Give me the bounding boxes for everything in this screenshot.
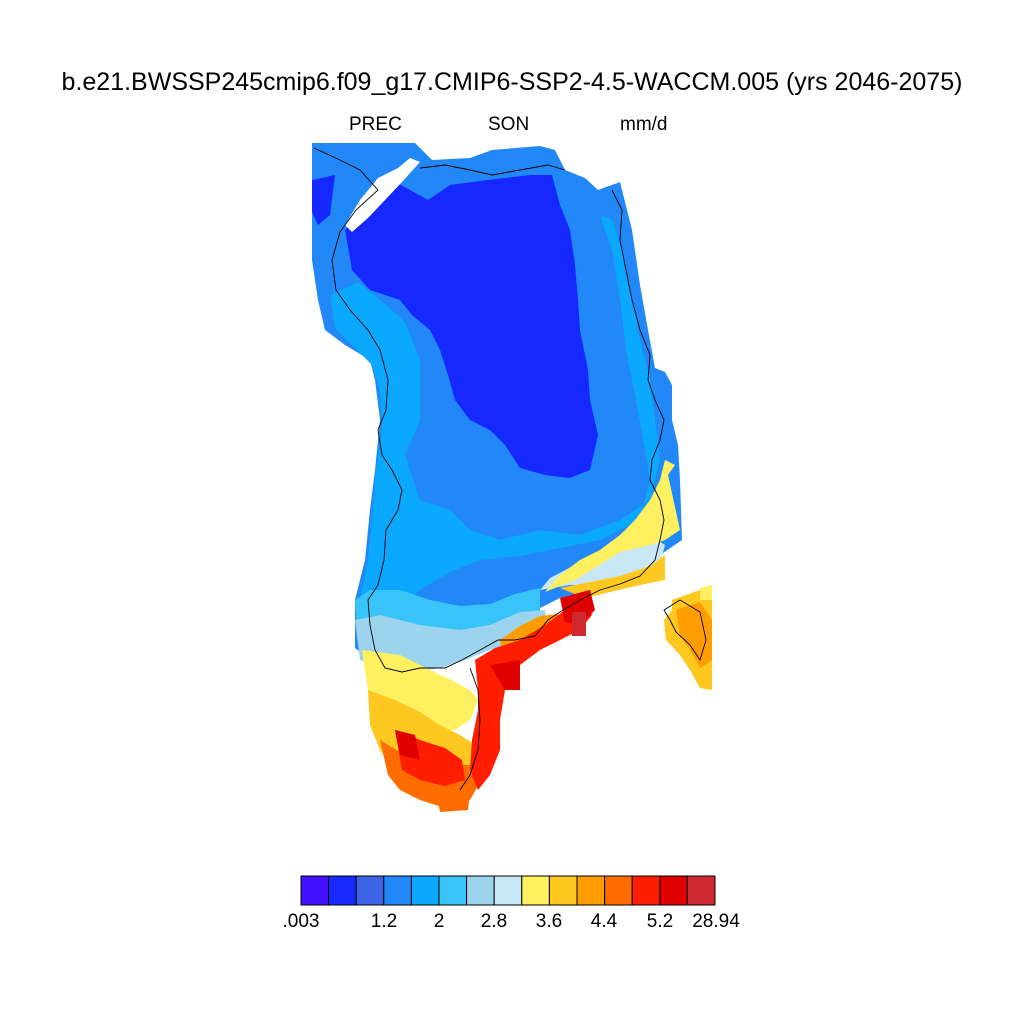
coastline-path <box>459 667 481 791</box>
coastline <box>313 147 707 791</box>
colorbar-box <box>438 875 468 906</box>
colorbar-box <box>631 875 661 906</box>
precip-region <box>572 612 586 636</box>
colorbar-tick-label: .003 <box>282 911 320 932</box>
colorbar-box <box>466 875 495 906</box>
colorbar-tick-label: 2.8 <box>480 911 508 932</box>
colorbar-box <box>576 875 606 906</box>
plot-title: b.e21.BWSSP245cmip6.f09_g17.CMIP6-SSP2-4… <box>61 68 963 96</box>
precip-region <box>355 610 548 672</box>
precip-region <box>395 730 420 760</box>
coastline-path <box>313 147 665 673</box>
coastline-path <box>419 164 566 176</box>
precip-region <box>545 460 680 592</box>
colorbar-tick-label: 5.2 <box>646 911 674 932</box>
coastline-path <box>663 599 707 662</box>
precip-region <box>330 215 660 620</box>
colorbar-box <box>300 875 330 906</box>
season-label: SON <box>488 114 530 135</box>
colorbar-box <box>686 875 716 906</box>
colorbar-box <box>383 875 412 906</box>
precip-regions <box>312 143 712 812</box>
precip-region <box>700 585 712 600</box>
precip-region <box>312 175 335 225</box>
colorbar-box <box>521 875 550 906</box>
colorbar-box <box>659 875 688 906</box>
colorbar-tick-label: 2 <box>433 911 445 932</box>
precip-region <box>560 590 595 625</box>
colorbar-tick-label: 4.4 <box>590 911 618 932</box>
colorbar-box <box>355 875 385 906</box>
precip-region <box>436 790 470 812</box>
variable-label: PREC <box>349 114 402 135</box>
colorbar-box <box>410 875 440 906</box>
colorbar-box <box>328 875 357 906</box>
colorbar-box <box>493 875 523 906</box>
colorbar-box <box>548 875 578 906</box>
colorbar-box <box>604 875 633 906</box>
sea-gap <box>345 158 420 232</box>
colorbar-tick-label: 3.6 <box>535 911 563 932</box>
units-label: mm/d <box>620 114 668 135</box>
colorbar-tick-label: 1.2 <box>370 911 398 932</box>
precip-region <box>345 175 598 478</box>
precip-region <box>560 555 665 598</box>
colorbar-tick-label: 28.94 <box>692 911 740 932</box>
precip-region <box>362 650 478 730</box>
precip-region <box>490 660 520 690</box>
